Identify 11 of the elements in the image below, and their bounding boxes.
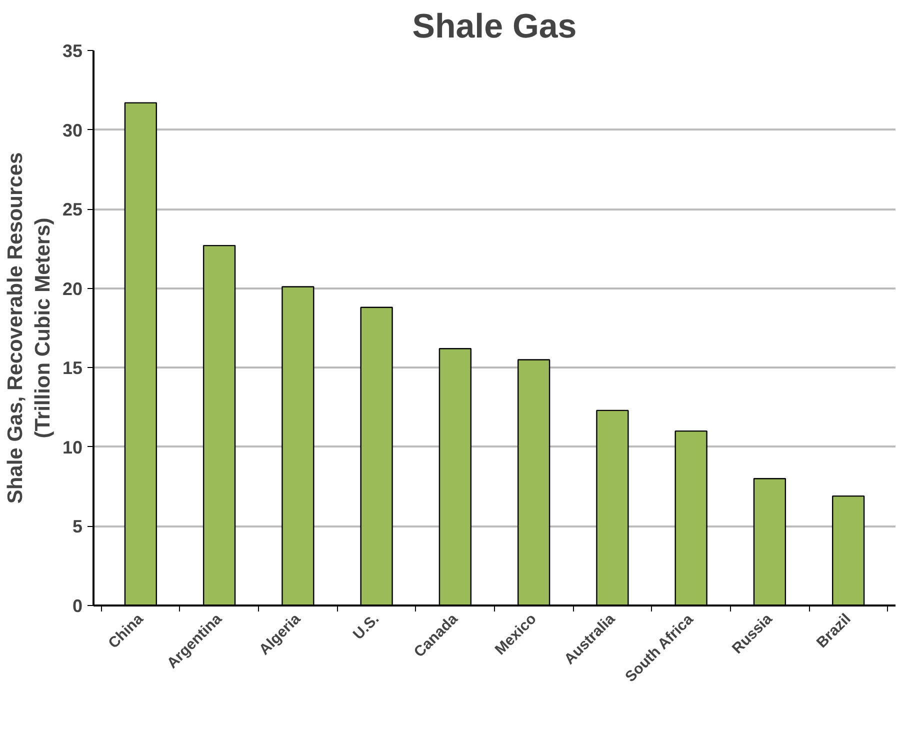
y-tick-label: 25: [62, 200, 83, 220]
x-tick-label: U.S.: [350, 610, 383, 644]
y-tick-label: 35: [62, 41, 83, 61]
y-tick-label: 5: [72, 516, 83, 537]
y-tick-label: 20: [62, 278, 83, 299]
y-tick-label: 0: [72, 596, 83, 616]
chart-title: Shale Gas: [412, 8, 577, 46]
y-tick-label: 10: [62, 437, 83, 458]
y-tick-label: 30: [62, 120, 83, 140]
y-axis-title: Shale Gas, Recoverable Resources (Trillion Cubic Meters): [4, 152, 54, 504]
y-tick-label: 15: [62, 358, 83, 378]
